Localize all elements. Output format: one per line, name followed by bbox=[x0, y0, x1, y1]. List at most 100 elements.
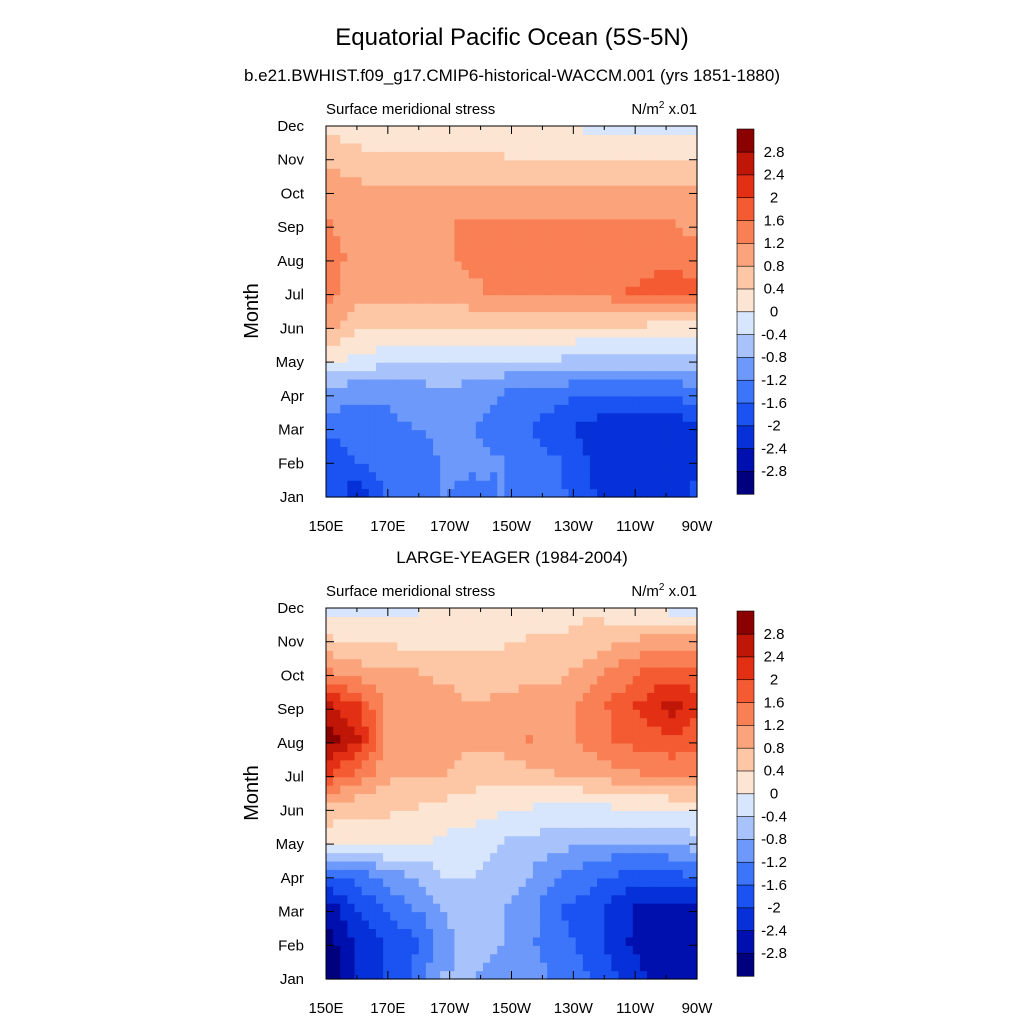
contour-cell bbox=[625, 675, 634, 685]
contour-cell bbox=[404, 488, 413, 498]
contour-cell bbox=[361, 362, 370, 372]
contour-cell bbox=[575, 319, 584, 329]
contour-cell bbox=[404, 151, 413, 161]
contour-cell bbox=[333, 303, 341, 313]
contour-cell bbox=[440, 650, 448, 660]
colorbar-swatch bbox=[736, 907, 755, 931]
contour-cell bbox=[561, 480, 570, 490]
contour-cell bbox=[668, 193, 677, 203]
contour-cell bbox=[554, 709, 563, 719]
contour-cell bbox=[368, 210, 377, 220]
contour-cell bbox=[440, 608, 448, 618]
contour-cell bbox=[433, 616, 441, 626]
contour-cell bbox=[490, 387, 498, 397]
contour-cell bbox=[361, 319, 370, 329]
contour-cell bbox=[418, 421, 427, 431]
contour-cell bbox=[433, 378, 441, 388]
contour-cell bbox=[675, 827, 684, 837]
contour-cell bbox=[354, 911, 363, 921]
contour-cell bbox=[661, 970, 670, 980]
contour-cell bbox=[682, 641, 691, 651]
contour-cell bbox=[618, 454, 627, 464]
contour-cell bbox=[547, 168, 555, 178]
contour-cell bbox=[547, 303, 555, 313]
contour-cell bbox=[361, 201, 370, 211]
contour-cell bbox=[326, 412, 334, 422]
contour-cell bbox=[440, 877, 448, 887]
contour-cell bbox=[418, 759, 427, 769]
contour-cell bbox=[589, 844, 598, 854]
contour-cell bbox=[568, 126, 577, 136]
contour-cell bbox=[647, 286, 655, 296]
contour-cell bbox=[361, 412, 370, 422]
contour-cell bbox=[582, 785, 591, 795]
contour-cell bbox=[326, 835, 334, 845]
contour-cell bbox=[504, 471, 513, 481]
contour-cell bbox=[404, 353, 413, 363]
contour-cell bbox=[447, 446, 456, 456]
contour-cell bbox=[390, 252, 398, 262]
contour-cell bbox=[425, 953, 434, 963]
contour-cell bbox=[540, 134, 548, 144]
contour-cell bbox=[447, 353, 456, 363]
contour-cell bbox=[589, 294, 598, 304]
contour-cell bbox=[554, 759, 563, 769]
contour-cell bbox=[361, 353, 370, 363]
contour-cell bbox=[561, 218, 570, 228]
contour-cell bbox=[475, 387, 484, 397]
contour-cell bbox=[589, 717, 598, 727]
contour-cell bbox=[497, 801, 505, 811]
contour-cell bbox=[333, 387, 341, 397]
contour-cell bbox=[497, 353, 505, 363]
colorbar-label: 2.8 bbox=[764, 626, 785, 643]
contour-cell bbox=[647, 193, 655, 203]
contour-cell bbox=[554, 894, 563, 904]
contour-cell bbox=[547, 421, 555, 431]
contour-cell bbox=[554, 641, 563, 651]
contour-cell bbox=[547, 928, 555, 938]
contour-cell bbox=[397, 692, 406, 702]
contour-cell bbox=[383, 692, 391, 702]
contour-cell bbox=[575, 709, 584, 719]
contour-cell bbox=[447, 328, 456, 338]
contour-cell bbox=[440, 945, 448, 955]
contour-cell bbox=[326, 193, 334, 203]
contour-cell bbox=[418, 953, 427, 963]
contour-cell bbox=[468, 810, 477, 820]
contour-cell bbox=[654, 328, 662, 338]
contour-cell bbox=[368, 201, 377, 211]
contour-cell bbox=[604, 345, 612, 355]
contour-cell bbox=[454, 936, 463, 946]
contour-cell bbox=[447, 454, 456, 464]
contour-cell bbox=[632, 768, 641, 778]
contour-cell bbox=[411, 970, 420, 980]
contour-cell bbox=[340, 860, 348, 870]
contour-cell bbox=[675, 235, 684, 245]
contour-cell bbox=[361, 953, 370, 963]
contour-cell bbox=[647, 185, 655, 195]
contour-cell bbox=[525, 810, 534, 820]
contour-cell bbox=[411, 362, 420, 372]
contour-cell bbox=[333, 454, 341, 464]
contour-cell bbox=[639, 294, 648, 304]
contour-cell bbox=[440, 185, 448, 195]
contour-cell bbox=[397, 683, 406, 693]
contour-cell bbox=[433, 734, 441, 744]
contour-cell bbox=[497, 945, 505, 955]
contour-cell bbox=[568, 227, 577, 237]
contour-cell bbox=[575, 608, 584, 618]
contour-cell bbox=[418, 624, 427, 634]
contour-cell bbox=[689, 193, 698, 203]
contour-cell bbox=[397, 886, 406, 896]
contour-cell bbox=[589, 303, 598, 313]
contour-cell bbox=[340, 353, 348, 363]
contour-cell bbox=[647, 852, 655, 862]
contour-cell bbox=[532, 852, 541, 862]
contour-cell bbox=[568, 624, 577, 634]
contour-cell bbox=[490, 801, 498, 811]
contour-cell bbox=[361, 919, 370, 930]
contour-cell bbox=[540, 709, 548, 719]
contour-cell bbox=[582, 218, 591, 228]
contour-cell bbox=[547, 404, 555, 414]
contour-cell bbox=[468, 658, 477, 668]
